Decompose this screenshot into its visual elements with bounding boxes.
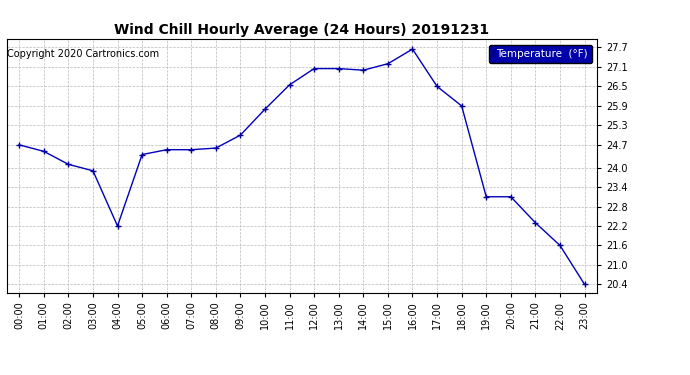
Title: Wind Chill Hourly Average (24 Hours) 20191231: Wind Chill Hourly Average (24 Hours) 201…	[115, 23, 489, 37]
Legend: Temperature  (°F): Temperature (°F)	[489, 45, 591, 63]
Text: Copyright 2020 Cartronics.com: Copyright 2020 Cartronics.com	[7, 49, 159, 59]
